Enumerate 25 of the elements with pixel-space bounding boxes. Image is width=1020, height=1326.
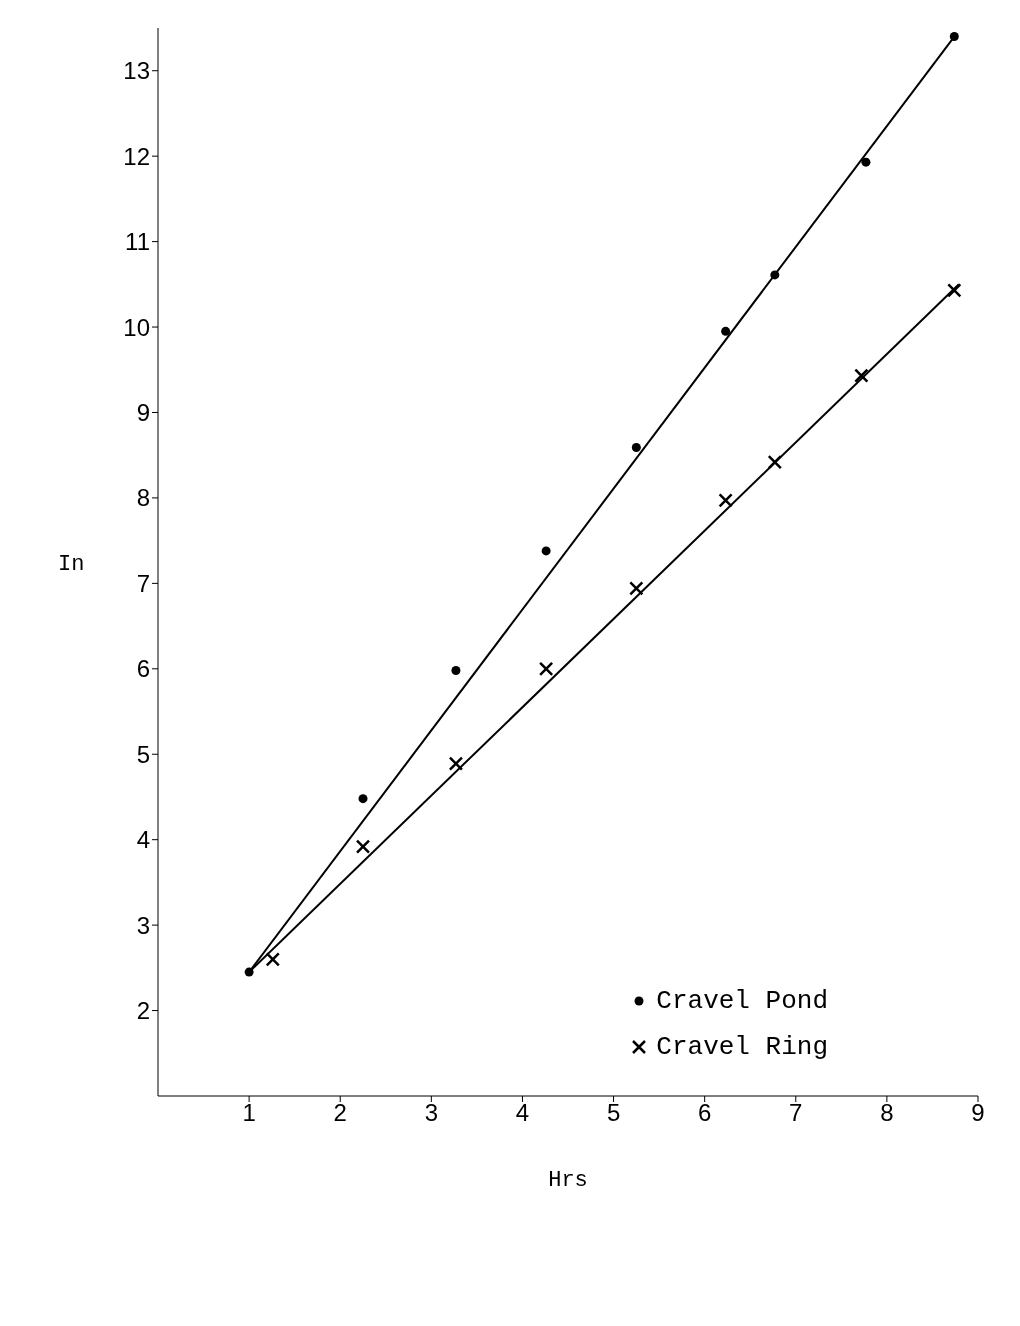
y-tick-label: 5 [136, 740, 150, 768]
x-tick-label: 4 [515, 1099, 530, 1127]
y-tick-label: 13 [123, 57, 150, 85]
y-tick-label: 4 [136, 826, 150, 854]
x-tick-label: 5 [606, 1099, 621, 1127]
y-axis-title: In [58, 551, 85, 577]
legend-label: Cravel Ring [656, 1032, 828, 1062]
x-tick-label: 7 [789, 1099, 803, 1127]
x-tick-label: 9 [971, 1099, 985, 1127]
legend-label: Cravel Pond [656, 986, 828, 1016]
y-tick-label: 8 [136, 484, 150, 512]
y-tick-label: 10 [123, 313, 150, 341]
y-tick-label: 11 [125, 228, 150, 256]
y-tick-label: 12 [123, 142, 150, 170]
x-tick-label: 1 [242, 1099, 256, 1127]
x-tick-label: 2 [333, 1099, 347, 1127]
y-tick-label: 2 [136, 997, 150, 1025]
y-tick-label: 7 [136, 569, 150, 597]
x-tick-label: 6 [697, 1099, 712, 1127]
y-tick-label: 9 [136, 399, 150, 426]
y-tick-label: 6 [136, 655, 150, 683]
x-tick-label: 8 [880, 1099, 894, 1127]
x-tick-label: 3 [424, 1099, 439, 1127]
x-axis-title: Hrs [548, 1168, 588, 1193]
y-tick-label: 3 [136, 911, 150, 939]
